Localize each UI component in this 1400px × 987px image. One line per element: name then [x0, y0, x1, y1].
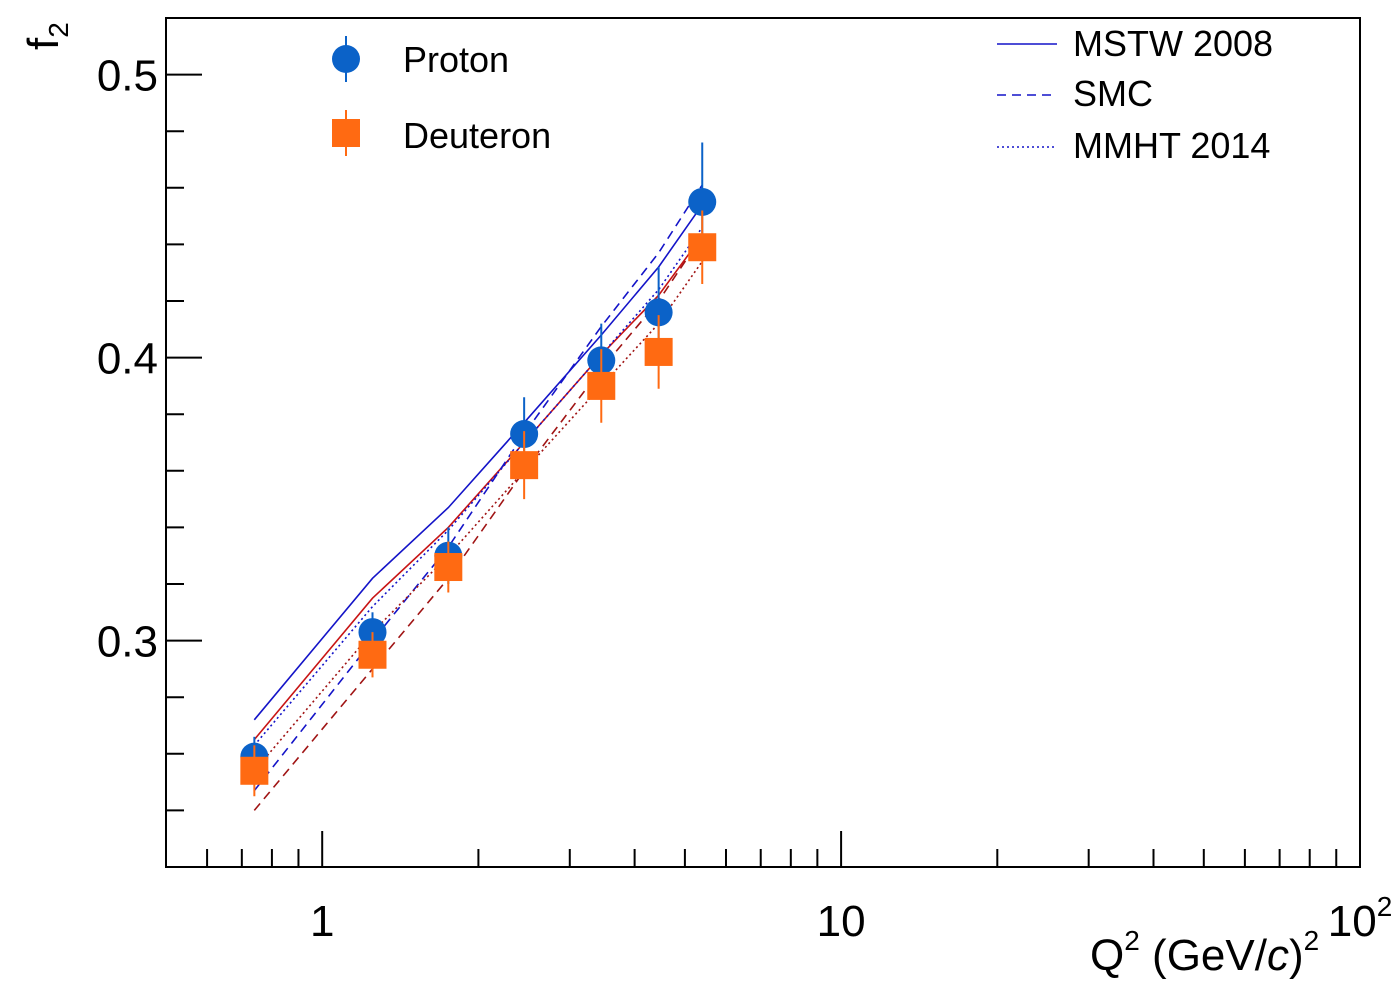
y-axis-title-base: f [19, 37, 68, 50]
legend-mstw-label: MSTW 2008 [1073, 23, 1273, 64]
curve-solid-1 [253, 235, 703, 741]
deuteron-point [688, 233, 717, 262]
x-axis-title-sup2: 2 [1304, 925, 1320, 956]
legend-proton-label: Proton [403, 39, 509, 80]
y-tick-label: 0.5 [97, 52, 158, 101]
theory-curves [253, 184, 703, 811]
x-axis-title-italic: c [1267, 931, 1289, 980]
legend-smc-label: SMC [1073, 73, 1153, 114]
legend-curves: MSTW 2008 SMC MMHT 2014 [997, 23, 1273, 166]
deuteron-point [644, 337, 673, 366]
x-axis-title: Q2 (GeV/c)2 [1090, 925, 1319, 980]
y-axis-title: f2 [19, 22, 74, 50]
legend-points: Proton Deuteron [332, 36, 551, 156]
x-axis-title-open: (GeV/ [1140, 931, 1268, 980]
y-axis-ticks: 0.3 0.4 0.5 [97, 17, 202, 812]
data-points [240, 142, 717, 797]
x-axis-title-sup: 2 [1124, 925, 1140, 956]
legend-proton-marker [332, 45, 360, 73]
curve-dotted-5 [253, 260, 703, 772]
curve-dashed-3 [253, 235, 703, 811]
y-tick-label: 0.3 [97, 618, 158, 667]
deuteron-point [434, 553, 463, 582]
deuteron-point [510, 451, 539, 480]
proton-point [688, 187, 717, 216]
x-tick-label: 10 [817, 897, 866, 946]
plot-frame [165, 17, 1361, 868]
legend-deuteron-label: Deuteron [403, 115, 551, 156]
curve-dashed-2 [253, 184, 703, 792]
deuteron-point [240, 756, 269, 785]
legend-deuteron-marker [332, 119, 360, 147]
y-axis-title-sub: 2 [43, 22, 74, 38]
y-tick-label: 0.4 [97, 335, 158, 384]
legend-mmht-label: MMHT 2014 [1073, 125, 1270, 166]
x-axis-title-close: ) [1289, 931, 1304, 980]
x-axis-title-base: Q [1090, 931, 1124, 980]
x-tick-label-exponent: 2 [1377, 891, 1393, 922]
deuteron-point [587, 371, 616, 400]
x-axis-ticks: 1 10 102 [165, 831, 1393, 946]
curve-dotted-4 [253, 226, 703, 746]
deuteron-point [358, 640, 387, 669]
x-tick-label: 102 [1328, 891, 1393, 946]
x-tick-label: 1 [310, 897, 334, 946]
proton-point [644, 298, 673, 327]
